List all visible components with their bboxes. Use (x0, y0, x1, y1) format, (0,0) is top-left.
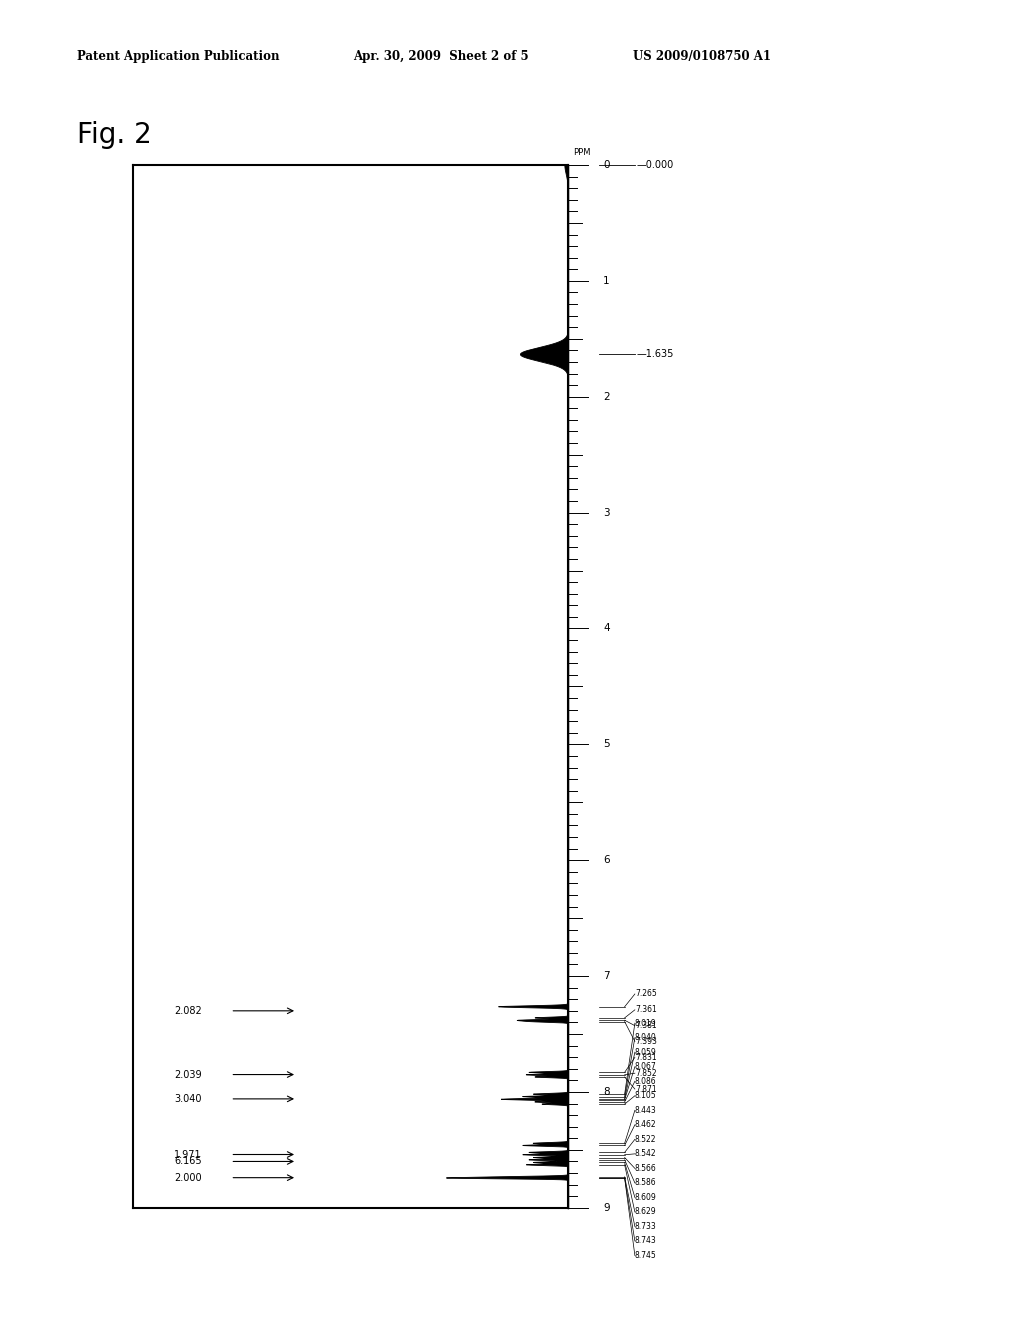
Text: 7.852: 7.852 (635, 1069, 656, 1077)
Text: 2.082: 2.082 (174, 1006, 202, 1016)
Text: —0.000: —0.000 (637, 160, 674, 170)
Text: 8.522: 8.522 (635, 1135, 656, 1144)
Text: 8.586: 8.586 (635, 1179, 656, 1188)
Text: 2.039: 2.039 (174, 1069, 202, 1080)
Text: 7.361: 7.361 (635, 1006, 656, 1014)
Text: 8.105: 8.105 (635, 1092, 656, 1101)
Text: 2: 2 (603, 392, 609, 401)
Text: 8.019: 8.019 (635, 1019, 656, 1028)
Text: 8.086: 8.086 (635, 1077, 656, 1086)
Text: 8.059: 8.059 (635, 1048, 656, 1057)
Text: 7.393: 7.393 (635, 1038, 656, 1045)
Text: 8.067: 8.067 (635, 1063, 656, 1072)
Text: US 2009/0108750 A1: US 2009/0108750 A1 (633, 50, 771, 63)
Text: 7: 7 (603, 972, 609, 981)
Text: 3.040: 3.040 (174, 1094, 202, 1104)
Text: 8.743: 8.743 (635, 1237, 656, 1246)
Text: 8.745: 8.745 (635, 1251, 656, 1261)
Text: 1.971: 1.971 (174, 1150, 202, 1159)
Text: 6.165: 6.165 (174, 1156, 202, 1167)
Text: 9: 9 (603, 1203, 609, 1213)
Text: 7.831: 7.831 (635, 1053, 656, 1061)
Text: 8.733: 8.733 (635, 1222, 656, 1232)
Text: 8: 8 (603, 1086, 609, 1097)
Text: 8.443: 8.443 (635, 1106, 656, 1115)
Text: 6: 6 (603, 855, 609, 865)
Text: 8.542: 8.542 (635, 1150, 656, 1159)
Text: 2.000: 2.000 (174, 1172, 202, 1183)
Text: 8.462: 8.462 (635, 1121, 656, 1130)
Text: 7.871: 7.871 (635, 1085, 656, 1093)
Text: 5: 5 (603, 739, 609, 750)
Text: —1.635: —1.635 (637, 350, 674, 359)
Text: Apr. 30, 2009  Sheet 2 of 5: Apr. 30, 2009 Sheet 2 of 5 (353, 50, 529, 63)
Text: 0: 0 (603, 160, 609, 170)
Text: 8.609: 8.609 (635, 1193, 656, 1203)
Text: 8.566: 8.566 (635, 1164, 656, 1173)
Text: 1: 1 (603, 276, 609, 286)
Text: 7.381: 7.381 (635, 1022, 656, 1030)
Text: 4: 4 (603, 623, 609, 634)
Text: Patent Application Publication: Patent Application Publication (77, 50, 280, 63)
Text: Fig. 2: Fig. 2 (77, 121, 152, 149)
Text: PPM: PPM (573, 148, 591, 157)
Text: 8.040: 8.040 (635, 1034, 656, 1043)
Text: 8.629: 8.629 (635, 1208, 656, 1217)
Text: 3: 3 (603, 508, 609, 517)
Text: 7.265: 7.265 (635, 990, 656, 998)
